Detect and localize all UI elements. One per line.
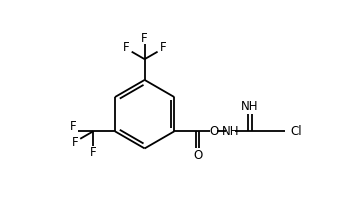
- Text: NH: NH: [222, 125, 240, 138]
- Text: NH: NH: [241, 100, 259, 113]
- Text: Cl: Cl: [290, 125, 301, 138]
- Text: F: F: [160, 41, 167, 54]
- Text: O: O: [209, 125, 218, 138]
- Text: F: F: [72, 136, 78, 150]
- Text: F: F: [141, 32, 148, 45]
- Text: F: F: [123, 41, 129, 54]
- Text: O: O: [193, 149, 202, 162]
- Text: F: F: [70, 120, 76, 133]
- Text: F: F: [90, 146, 96, 158]
